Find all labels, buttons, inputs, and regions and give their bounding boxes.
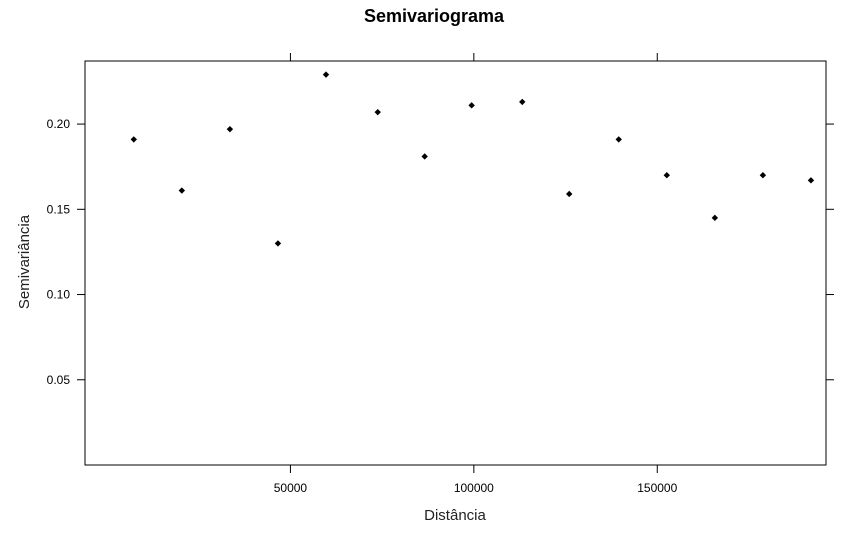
axis-ticks: 50000 100000 150000 0.05 0.10 0.15 0.20 (47, 53, 834, 495)
data-point (322, 71, 330, 78)
y-tick-label: 0.20 (47, 117, 71, 131)
data-point (759, 172, 767, 179)
x-tick-label: 50000 (274, 481, 308, 495)
x-axis-label: Distância (424, 507, 486, 524)
plot-frame (84, 60, 827, 466)
data-point (468, 102, 475, 109)
x-tick-label: 100000 (454, 481, 494, 495)
data-point (421, 153, 428, 160)
data-point (274, 240, 282, 247)
y-tick-label: 0.05 (47, 373, 71, 387)
data-point (711, 214, 719, 222)
y-axis-label: Semivariância (16, 214, 33, 309)
chart-title: Semivariograma (364, 6, 505, 26)
data-point (663, 172, 670, 179)
y-tick-label: 0.15 (47, 202, 71, 216)
data-points (130, 71, 815, 247)
y-tick-label: 0.10 (47, 288, 71, 302)
data-point (130, 136, 137, 143)
x-tick-label: 150000 (637, 481, 677, 495)
data-point (615, 136, 622, 143)
data-point (566, 190, 573, 198)
data-point (374, 108, 381, 116)
data-point (807, 177, 815, 184)
data-point (178, 187, 186, 194)
data-point (226, 125, 234, 133)
data-point (519, 98, 526, 106)
